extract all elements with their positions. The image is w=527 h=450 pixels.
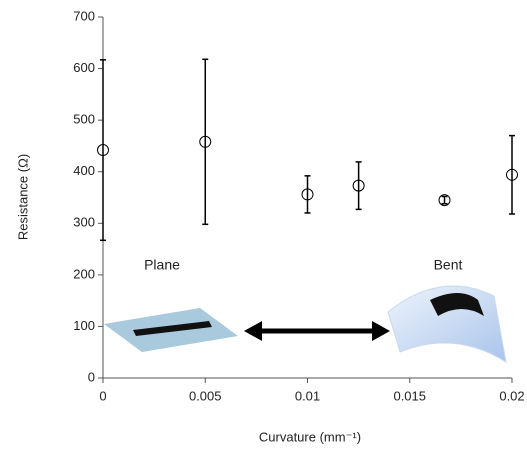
y-tick-label: 600 xyxy=(73,60,95,75)
error-bar xyxy=(100,59,106,242)
data-point xyxy=(352,179,365,192)
error-bar xyxy=(509,134,515,215)
data-point xyxy=(438,194,451,207)
x-tick-label: 0.005 xyxy=(189,388,222,403)
data-point xyxy=(97,144,109,157)
x-tick-label: 0.02 xyxy=(499,388,524,403)
annotation: Bent xyxy=(434,257,463,273)
y-axis-label: Resistance (Ω) xyxy=(15,154,30,240)
bent-illustration xyxy=(387,285,507,364)
y-tick-label: 400 xyxy=(73,163,95,178)
y-tick-label: 100 xyxy=(73,318,95,333)
x-tick-label: 0.01 xyxy=(295,388,320,403)
annotation: Plane xyxy=(144,257,180,273)
y-tick-label: 500 xyxy=(73,112,95,127)
data-point xyxy=(506,168,518,181)
x-axis-label: Curvature (mm⁻¹) xyxy=(259,429,361,444)
error-bar xyxy=(441,195,448,205)
x-tick-label: 0.015 xyxy=(393,388,426,403)
error-bar xyxy=(202,58,209,226)
y-tick-label: 300 xyxy=(73,215,95,230)
double-arrow xyxy=(244,321,390,341)
y-tick-label: 700 xyxy=(73,8,95,23)
data-point xyxy=(301,188,314,201)
error-bar xyxy=(304,175,311,214)
x-tick-label: 0 xyxy=(99,388,106,403)
error-bar xyxy=(355,161,362,211)
plane-illustration xyxy=(104,308,238,352)
y-tick-label: 0 xyxy=(88,369,95,384)
data-point xyxy=(199,135,212,148)
y-tick-label: 200 xyxy=(73,266,95,281)
